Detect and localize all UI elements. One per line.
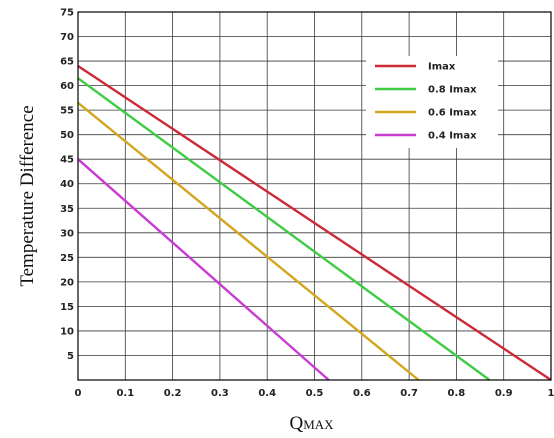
legend-label: 0.4 Imax — [428, 131, 477, 142]
legend-background — [366, 56, 498, 148]
x-axis-title-sub: MAX — [303, 417, 334, 432]
series-line — [77, 101, 420, 381]
y-tick-label: 70 — [60, 32, 74, 43]
legend-label: 0.8 Imax — [428, 85, 477, 96]
legend-label: 0.6 Imax — [428, 108, 477, 119]
legend-label: Imax — [428, 62, 456, 73]
legend: Imax 0.8 Imax 0.6 Imax 0.4 Imax — [366, 56, 498, 148]
y-tick-label: 40 — [60, 179, 74, 190]
y-tick-label: 20 — [60, 277, 74, 288]
y-axis-title: Temperature Difference — [17, 105, 38, 286]
series-line — [77, 65, 552, 381]
y-tick-label: 25 — [60, 253, 74, 264]
x-tick-label: 0.8 — [448, 388, 466, 399]
x-tick-label: 0 — [75, 388, 82, 399]
x-tick-label: 0.6 — [353, 388, 371, 399]
x-tick-label: 0.5 — [306, 388, 324, 399]
x-tick-labels: 0 0.1 0.2 0.3 0.4 0.5 0.6 0.7 0.8 0.9 1 — [75, 388, 554, 399]
x-tick-label: 0.2 — [164, 388, 182, 399]
series-line — [77, 77, 491, 381]
series-lines — [77, 65, 552, 381]
y-tick-label: 45 — [60, 155, 74, 166]
x-tick-label: 0.3 — [211, 388, 229, 399]
plot-frame — [77, 11, 552, 381]
y-tick-label: 30 — [60, 228, 74, 239]
series-line — [77, 158, 330, 381]
y-tick-label: 35 — [60, 204, 74, 215]
y-tick-label: 55 — [60, 106, 74, 117]
y-tick-label: 60 — [60, 81, 74, 92]
y-tick-label: 65 — [60, 57, 74, 68]
y-tick-labels: 5 10 15 20 25 30 35 40 45 50 55 60 65 70 75 — [60, 8, 74, 362]
x-tick-label: 0.9 — [495, 388, 513, 399]
x-tick-label: 1 — [548, 388, 554, 399]
y-tick-label: 50 — [60, 130, 74, 141]
y-tick-label: 75 — [60, 8, 74, 19]
y-tick-label: 15 — [60, 302, 74, 313]
y-tick-label: 10 — [60, 326, 74, 337]
x-tick-label: 0.7 — [400, 388, 418, 399]
y-tick-label: 5 — [67, 351, 74, 362]
x-axis-title-main: Q — [289, 413, 303, 434]
x-axis-title: QMAX — [289, 413, 334, 434]
x-tick-label: 0.4 — [258, 388, 276, 399]
x-tick-label: 0.1 — [116, 388, 134, 399]
